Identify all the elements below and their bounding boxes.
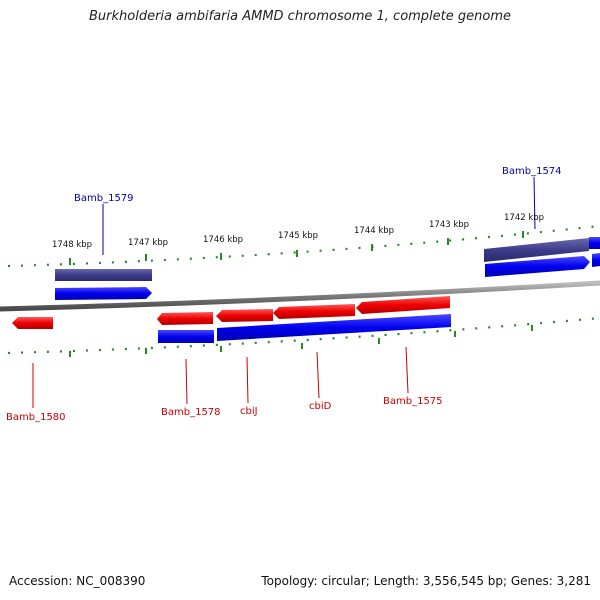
genome-backbone <box>0 280 600 312</box>
inner-major-ticks <box>69 325 533 357</box>
gene-feature-edge[interactable] <box>589 237 600 249</box>
tick-label: 1747 kbp <box>128 238 168 248</box>
tick-labels: 1748 kbp 1747 kbp 1746 kbp 1745 kbp 1744… <box>52 213 544 250</box>
gene-label-Bamb_1578[interactable]: Bamb_1578 <box>161 407 221 418</box>
gene-Bamb_1580-feature[interactable] <box>12 317 53 329</box>
gene-label-Bamb_1580[interactable]: Bamb_1580 <box>6 412 66 423</box>
label-connectors <box>32 176 536 408</box>
gene-feature-edge[interactable] <box>592 253 600 267</box>
genome-summary-text: Topology: circular; Length: 3,556,545 bp… <box>261 574 591 588</box>
cds-band-inner[interactable] <box>217 314 451 341</box>
map-title: Burkholderia ambifaria AMMD chromosome 1… <box>88 9 512 24</box>
cds-band-outer <box>55 238 589 281</box>
gene-Bamb_1579-feature[interactable] <box>55 287 152 300</box>
reverse-genes <box>12 296 450 329</box>
gene-cbiJ-feature[interactable] <box>216 309 273 322</box>
tick-label: 1744 kbp <box>354 226 394 236</box>
gene-label-cbiJ[interactable]: cbiJ <box>240 406 258 417</box>
gene-label-Bamb_1575[interactable]: Bamb_1575 <box>383 396 443 407</box>
cds-band-inner[interactable] <box>158 330 214 343</box>
forward-genes <box>55 237 600 343</box>
accession-text: Accession: NC_008390 <box>9 574 146 588</box>
tick-label: 1742 kbp <box>504 213 544 223</box>
gene-Bamb_1578-feature[interactable] <box>157 312 213 325</box>
tick-label: 1746 kbp <box>203 235 243 245</box>
gene-label-Bamb_1579[interactable]: Bamb_1579 <box>74 193 134 204</box>
cds-feature[interactable] <box>484 238 589 262</box>
cds-feature[interactable] <box>55 269 152 281</box>
gene-labels: Bamb_1579 Bamb_1574 Bamb_1580 Bamb_1578 … <box>6 166 562 423</box>
tick-label: 1745 kbp <box>278 231 318 241</box>
gene-label-Bamb_1574[interactable]: Bamb_1574 <box>502 166 562 177</box>
tick-label: 1743 kbp <box>429 220 469 230</box>
gene-cbiD-feature[interactable] <box>273 304 355 319</box>
gene-label-cbiD[interactable]: cbiD <box>309 401 332 412</box>
gene-Bamb_1575-feature[interactable] <box>356 296 450 314</box>
gene-Bamb_1574-feature[interactable] <box>485 256 590 277</box>
tick-label: 1748 kbp <box>52 240 92 250</box>
outer-major-ticks <box>69 231 524 265</box>
